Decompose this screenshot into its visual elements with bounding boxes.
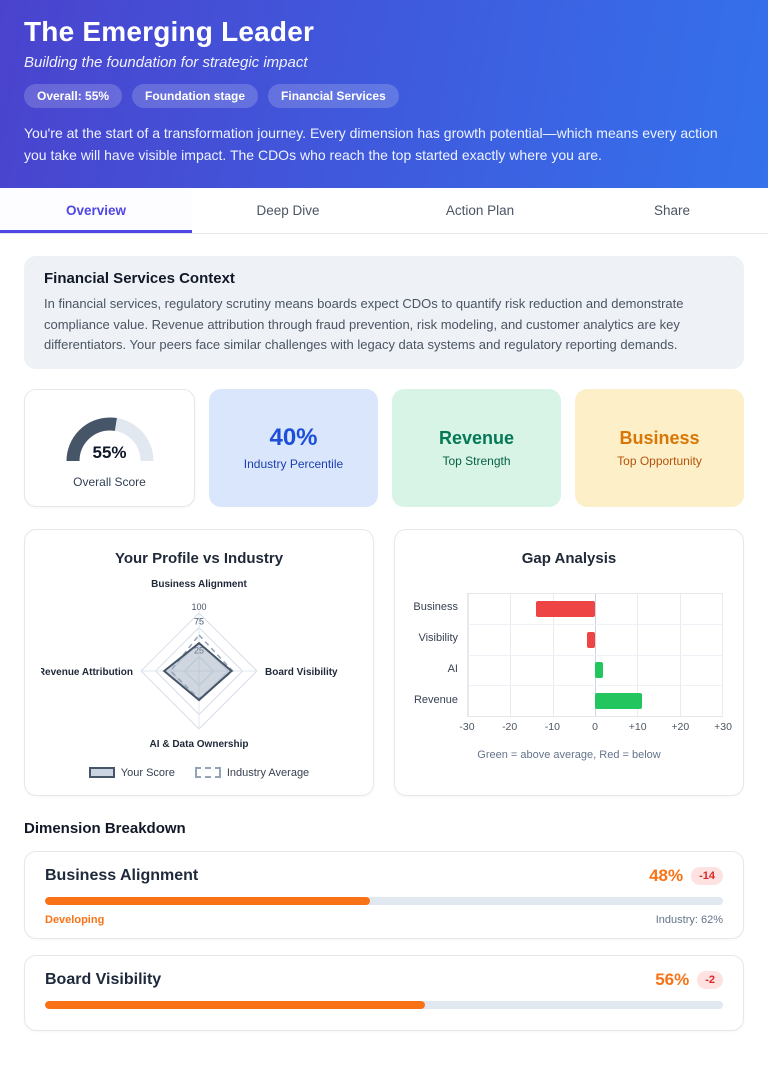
dimension-score-group: 48% -14: [649, 866, 723, 886]
gap-bar: [586, 631, 595, 648]
dimension-header: Business Alignment 48% -14: [45, 866, 723, 886]
dimension-footer: Developing Industry: 62%: [45, 914, 723, 926]
gap-bar: [595, 662, 604, 679]
industry-badge: Financial Services: [268, 84, 399, 108]
gap-axis-tick: 0: [592, 720, 598, 733]
gap-analysis-card: Gap Analysis Business Visibility AI Revenue…: [394, 528, 744, 796]
dimension-progress-fill: [45, 1000, 425, 1009]
svg-text:Board Visibility: Board Visibility: [265, 667, 338, 678]
overall-score-value: 55%: [92, 442, 127, 462]
header-description: You're at the start of a transformation …: [24, 125, 718, 163]
industry-percentile-label: Industry Percentile: [243, 457, 344, 472]
top-opportunity-label: Top Opportunity: [617, 453, 702, 468]
svg-text:100: 100: [191, 602, 206, 612]
main-content: Financial Services Context In financial …: [0, 234, 768, 1068]
gap-axis-tick: +10: [628, 720, 647, 733]
header: The Emerging Leader Building the foundat…: [0, 0, 768, 189]
gap-category-label: Visibility: [418, 632, 458, 645]
gap-gridline: [468, 624, 722, 626]
industry-average-legend-label: Industry Average: [226, 766, 310, 779]
dimension-score-group: 56% -2: [655, 970, 723, 990]
your-score-legend-label: Your Score: [120, 766, 175, 779]
overall-score-label: Overall Score: [73, 474, 146, 489]
gap-category-labels: Business Visibility AI Revenue: [411, 593, 467, 717]
dimension-header: Board Visibility 56% -2: [45, 970, 723, 990]
gap-axis-tick: -30: [459, 720, 475, 733]
gauge-value-arc: [66, 417, 153, 462]
radar-chart-title: Your Profile vs Industry: [114, 549, 284, 567]
gap-chart-caption: Green = above average, Red = below: [477, 748, 661, 761]
gap-gridline: [468, 654, 722, 656]
tab-share[interactable]: Share: [653, 203, 691, 219]
dimension-breakdown-title: Dimension Breakdown: [24, 819, 186, 837]
dimension-card-board-visibility: Board Visibility 56% -2: [24, 954, 744, 1031]
tab-action-plan[interactable]: Action Plan: [445, 203, 515, 219]
gap-axis-tick: -20: [502, 720, 518, 733]
industry-context-card: Financial Services Context In financial …: [24, 256, 744, 369]
your-score-swatch: [88, 767, 115, 779]
legend-industry-average[interactable]: Industry Average: [194, 766, 310, 779]
dimension-progress-track: [45, 1000, 723, 1009]
dimension-stage-label: Developing: [45, 913, 105, 926]
radar-legend: Your Score Industry Average: [41, 767, 357, 779]
stage-badge: Foundation stage: [132, 84, 259, 108]
dimension-industry-benchmark: Industry: 62%: [655, 913, 723, 926]
svg-text:Revenue Attribution: Revenue Attribution: [41, 667, 133, 678]
gap-axis-ticks: -30 -20 -10 0 +10 +20 +30: [459, 720, 732, 736]
gauge-chart: [66, 417, 153, 462]
top-opportunity-card: Business Top Opportunity: [575, 388, 744, 507]
gap-category-label: AI: [447, 663, 458, 676]
top-strength-card: Revenue Top Strength: [392, 388, 561, 507]
industry-percentile-card: 40% Industry Percentile: [209, 388, 378, 507]
top-strength-label: Top Strength: [442, 453, 511, 468]
top-opportunity-value: Business: [619, 427, 700, 448]
context-card-title: Financial Services Context: [44, 270, 235, 288]
gap-category-label: Business: [413, 601, 458, 614]
industry-average-swatch: [194, 767, 221, 779]
stat-card-row: 55% Overall Score 40% Industry Percentil…: [24, 388, 744, 507]
gap-category-label: Revenue: [413, 694, 458, 707]
radar-card: Your Profile vs Industry 25 75 100 Business…: [24, 528, 374, 796]
svg-text:25: 25: [194, 645, 204, 655]
dimension-name: Business Alignment: [45, 866, 199, 884]
gap-axis-tick: -10: [544, 720, 560, 733]
gap-chart: Business Visibility AI Revenue: [411, 592, 727, 717]
badge-row: Overall: 55% Foundation stage Financial …: [24, 84, 744, 108]
gap-gridline: [468, 685, 722, 687]
gap-axis-tick: +30: [714, 720, 732, 733]
dimension-score: 56%: [655, 969, 690, 989]
radar-chart: 25 75 100 Business Alignment Board Visibilit…: [41, 579, 338, 750]
tab-overview[interactable]: Overview: [0, 188, 192, 234]
charts-row: Your Profile vs Industry 25 75 100 Business…: [24, 528, 744, 796]
tab-deep-dive[interactable]: Deep Dive: [256, 203, 320, 219]
dimension-progress-track: [45, 896, 723, 905]
dimension-gap-badge: -2: [697, 970, 723, 989]
svg-text:75: 75: [194, 616, 204, 626]
overall-score-badge: Overall: 55%: [24, 84, 123, 108]
gap-plot-area: [467, 592, 723, 717]
overall-score-card: 55% Overall Score: [24, 388, 195, 507]
industry-percentile-value: 40%: [269, 424, 318, 452]
gap-chart-title: Gap Analysis: [521, 549, 617, 567]
svg-text:Business Alignment: Business Alignment: [151, 579, 247, 590]
gap-bar: [535, 601, 595, 618]
dimension-progress-fill: [45, 896, 371, 905]
dimension-name: Board Visibility: [45, 970, 162, 988]
svg-text:AI & Data Ownership: AI & Data Ownership: [150, 739, 249, 750]
overall-score-gauge: 55%: [55, 407, 165, 465]
page-subtitle: Building the foundation for strategic im…: [24, 54, 308, 71]
gap-gridline: [722, 593, 723, 716]
gap-axis-tick: +20: [671, 720, 690, 733]
top-strength-value: Revenue: [438, 427, 515, 448]
page-title: The Emerging Leader: [24, 16, 315, 47]
dimension-gap-badge: -14: [691, 866, 723, 885]
dimension-card-business-alignment: Business Alignment 48% -14 Developing In…: [24, 850, 744, 939]
dimension-score: 48%: [649, 865, 684, 885]
tab-bar: Overview Deep Dive Action Plan Share: [0, 188, 768, 235]
context-card-body: In financial services, regulatory scruti…: [44, 296, 684, 352]
gap-bar: [595, 692, 642, 709]
legend-your-score[interactable]: Your Score: [88, 766, 175, 779]
